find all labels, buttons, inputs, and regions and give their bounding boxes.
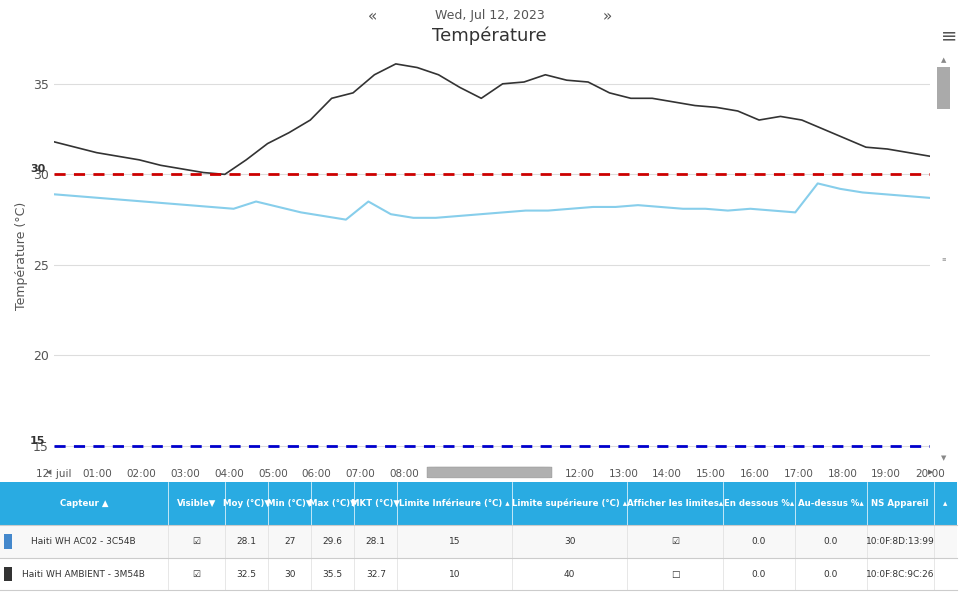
- Text: ☑: ☑: [192, 569, 200, 578]
- Text: Max (°C)▼: Max (°C)▼: [308, 499, 356, 508]
- Text: 0.0: 0.0: [751, 569, 765, 578]
- Text: 28.1: 28.1: [237, 537, 256, 546]
- Text: ☑: ☑: [192, 537, 200, 546]
- Text: Limite Inférieure (°C) ▴: Limite Inférieure (°C) ▴: [399, 499, 510, 508]
- Text: Wed, Jul 12, 2023: Wed, Jul 12, 2023: [434, 9, 544, 22]
- Text: Température: Température: [431, 27, 547, 45]
- Text: 10:0F:8D:13:99: 10:0F:8D:13:99: [865, 537, 933, 546]
- Text: En dessous %▴: En dessous %▴: [723, 499, 793, 508]
- Text: 30: 30: [284, 569, 295, 578]
- Text: ≡: ≡: [940, 27, 956, 46]
- Y-axis label: Température (°C): Température (°C): [15, 202, 27, 310]
- Text: ☑: ☑: [670, 537, 679, 546]
- Text: ≡: ≡: [941, 256, 945, 261]
- Text: MKT (°C)▼: MKT (°C)▼: [351, 499, 400, 508]
- Text: 27: 27: [284, 537, 295, 546]
- Text: 32.5: 32.5: [237, 569, 256, 578]
- Bar: [937, 67, 949, 109]
- Text: ▶: ▶: [927, 469, 932, 475]
- Text: 15: 15: [449, 537, 460, 546]
- Text: 10:0F:8C:9C:26: 10:0F:8C:9C:26: [865, 569, 933, 578]
- Text: Visible▼: Visible▼: [176, 499, 216, 508]
- Text: 35.5: 35.5: [323, 569, 342, 578]
- Text: ▲: ▲: [940, 57, 946, 63]
- Bar: [0, 482, 956, 525]
- Text: 0.0: 0.0: [822, 569, 837, 578]
- Text: 15: 15: [29, 436, 45, 446]
- Text: ▼: ▼: [940, 455, 946, 461]
- Text: 10: 10: [449, 569, 460, 578]
- Text: Haiti WH AC02 - 3C54B: Haiti WH AC02 - 3C54B: [31, 537, 136, 546]
- Text: 29.6: 29.6: [323, 537, 342, 546]
- FancyBboxPatch shape: [426, 467, 552, 478]
- Text: □: □: [670, 569, 679, 578]
- Bar: [0, 525, 956, 558]
- Text: 40: 40: [563, 569, 575, 578]
- Text: 0.0: 0.0: [751, 537, 765, 546]
- Text: Au-dessus %▴: Au-dessus %▴: [797, 499, 863, 508]
- Text: Moy (°C)▼: Moy (°C)▼: [222, 499, 270, 508]
- Bar: [4, 534, 13, 549]
- Text: 30: 30: [29, 164, 45, 174]
- Text: Limite supérieure (°C) ▴: Limite supérieure (°C) ▴: [511, 499, 627, 508]
- Text: 32.7: 32.7: [366, 569, 385, 578]
- Text: ▴: ▴: [943, 499, 947, 508]
- Text: «: «: [367, 9, 377, 24]
- Text: Capteur ▲: Capteur ▲: [60, 499, 108, 508]
- Text: 30: 30: [563, 537, 575, 546]
- Text: 28.1: 28.1: [366, 537, 385, 546]
- Text: Afficher les limites▴: Afficher les limites▴: [626, 499, 723, 508]
- Text: NS Appareil: NS Appareil: [870, 499, 928, 508]
- Text: 0.0: 0.0: [822, 537, 837, 546]
- Text: Haiti WH AMBIENT - 3M54B: Haiti WH AMBIENT - 3M54B: [22, 569, 145, 578]
- Text: Min (°C)▼: Min (°C)▼: [267, 499, 312, 508]
- Text: ◀: ◀: [46, 469, 51, 475]
- Text: »: »: [601, 9, 611, 24]
- Bar: [0, 558, 956, 590]
- Bar: [4, 566, 13, 581]
